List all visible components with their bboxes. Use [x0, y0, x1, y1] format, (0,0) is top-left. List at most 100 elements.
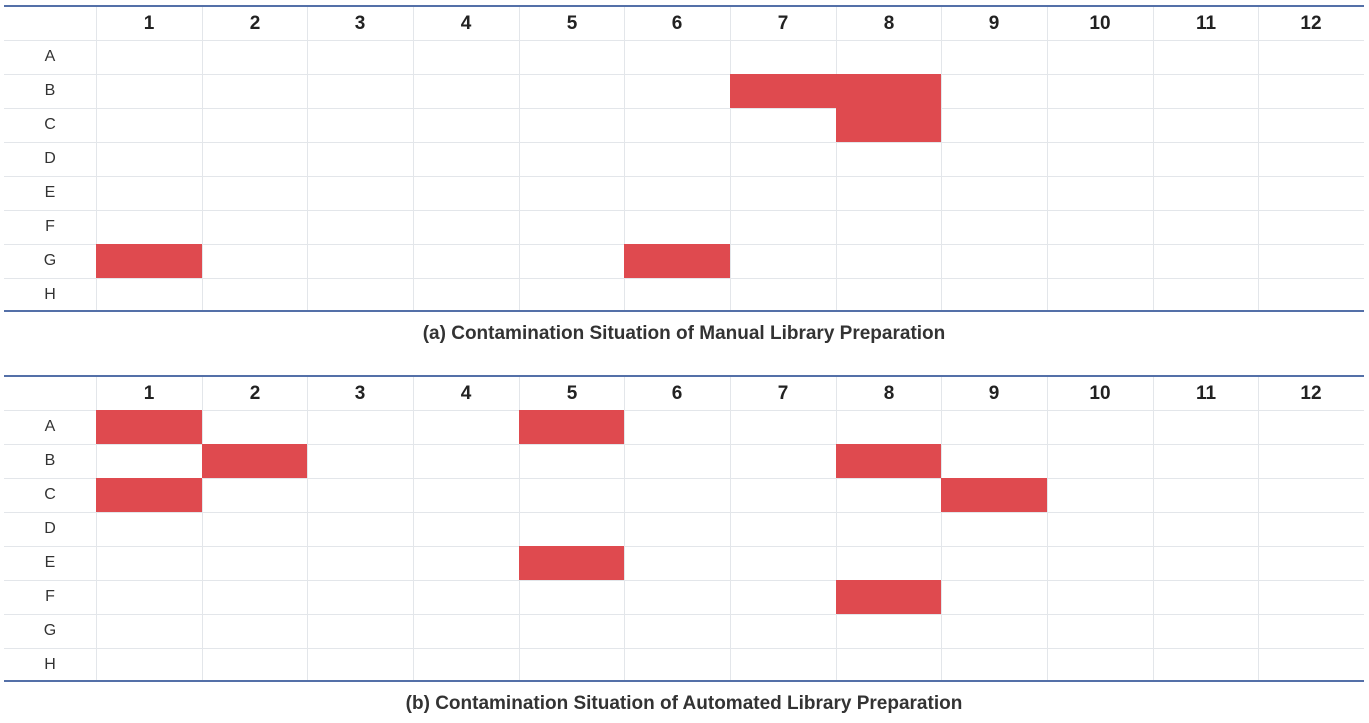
column-header: 7 — [777, 13, 789, 34]
row-header: A — [44, 418, 56, 435]
grid-vertical-line — [519, 7, 520, 310]
column-header: 5 — [566, 13, 578, 34]
column-header: 1 — [143, 13, 155, 34]
grid-vertical-line — [96, 7, 97, 310]
grid-vertical-line — [307, 377, 308, 680]
grid-vertical-line — [836, 7, 837, 310]
grid-vertical-line — [1153, 7, 1154, 310]
row-header: A — [44, 48, 56, 65]
row-header: F — [45, 218, 55, 235]
contaminated-well — [202, 444, 307, 478]
row-header: B — [44, 82, 56, 99]
row-header: D — [44, 520, 56, 537]
grid-vertical-line — [1047, 7, 1048, 310]
column-header: 8 — [883, 383, 895, 404]
grid-vertical-line — [730, 377, 731, 680]
grid-horizontal-line — [4, 512, 1364, 513]
grid-vertical-line — [1153, 377, 1154, 680]
grid-horizontal-line — [4, 74, 1364, 75]
contaminated-well — [941, 478, 1047, 512]
grid-horizontal-line — [4, 444, 1364, 445]
contaminated-well — [96, 410, 202, 444]
column-header: 10 — [1089, 383, 1111, 404]
plate-top-rule — [4, 5, 1364, 7]
grid-vertical-line — [96, 377, 97, 680]
row-header: C — [44, 486, 56, 503]
column-header: 2 — [249, 383, 261, 404]
grid-horizontal-line — [4, 478, 1364, 479]
plate-grid: 1 2 3 4 5 6 7 8 9 10 11 12 A B C D E F G H — [4, 5, 1364, 312]
column-header: 12 — [1300, 383, 1322, 404]
column-header: 8 — [883, 13, 895, 34]
grid-horizontal-line — [4, 142, 1364, 143]
grid-horizontal-line — [4, 278, 1364, 279]
grid-vertical-line — [941, 7, 942, 310]
grid-vertical-line — [730, 7, 731, 310]
grid-vertical-line — [519, 377, 520, 680]
contaminated-well — [519, 546, 624, 580]
grid-vertical-line — [202, 377, 203, 680]
grid-vertical-line — [1258, 7, 1259, 310]
row-header: F — [45, 588, 55, 605]
column-header: 9 — [988, 383, 1000, 404]
grid-vertical-line — [624, 7, 625, 310]
column-header: 3 — [354, 383, 366, 404]
contaminated-well — [836, 108, 941, 142]
grid-horizontal-line — [4, 176, 1364, 177]
column-header: 10 — [1089, 13, 1111, 34]
contaminated-well — [836, 580, 941, 614]
column-header: 6 — [671, 383, 683, 404]
row-header: G — [43, 252, 57, 269]
grid-horizontal-line — [4, 614, 1364, 615]
column-header: 12 — [1300, 13, 1322, 34]
grid-vertical-line — [307, 7, 308, 310]
grid-vertical-line — [836, 377, 837, 680]
plate-panel-manual: 1 2 3 4 5 6 7 8 9 10 11 12 A B C D E F G H (a) Contaminatio… — [4, 5, 1364, 344]
column-header: 2 — [249, 13, 261, 34]
grid-horizontal-line — [4, 648, 1364, 649]
contaminated-well — [96, 478, 202, 512]
row-header: C — [44, 116, 56, 133]
column-header: 5 — [566, 383, 578, 404]
column-header: 11 — [1195, 383, 1217, 404]
column-header: 4 — [460, 13, 472, 34]
contaminated-well — [836, 444, 941, 478]
grid-vertical-line — [1047, 377, 1048, 680]
grid-vertical-line — [413, 377, 414, 680]
grid-horizontal-line — [4, 108, 1364, 109]
contaminated-well — [624, 244, 730, 278]
column-header: 9 — [988, 13, 1000, 34]
plate-bottom-rule — [4, 310, 1364, 312]
grid-horizontal-line — [4, 546, 1364, 547]
panel-caption: (b) Contamination Situation of Automated… — [405, 693, 963, 714]
column-header: 7 — [777, 383, 789, 404]
grid-horizontal-line — [4, 40, 1364, 41]
contaminated-well — [96, 244, 202, 278]
column-header: 4 — [460, 383, 472, 404]
row-header: E — [44, 554, 56, 571]
grid-vertical-line — [1258, 377, 1259, 680]
contaminated-well — [730, 74, 836, 108]
panel-caption: (a) Contamination Situation of Manual Li… — [422, 323, 946, 344]
row-header: H — [44, 286, 56, 303]
plate-top-rule — [4, 375, 1364, 377]
row-header: B — [44, 452, 56, 469]
grid-vertical-line — [202, 7, 203, 310]
grid-horizontal-line — [4, 210, 1364, 211]
plate-bottom-rule — [4, 680, 1364, 682]
grid-horizontal-line — [4, 580, 1364, 581]
plate-panel-automated: 1 2 3 4 5 6 7 8 9 10 11 12 A B C D E F G H (b) Contaminatio… — [4, 375, 1364, 714]
column-header: 1 — [143, 383, 155, 404]
grid-vertical-line — [624, 377, 625, 680]
grid-vertical-line — [413, 7, 414, 310]
column-header: 6 — [671, 13, 683, 34]
column-header: 3 — [354, 13, 366, 34]
grid-vertical-line — [941, 377, 942, 680]
row-header: G — [43, 622, 57, 639]
contaminated-well — [836, 74, 941, 108]
contaminated-well — [519, 410, 624, 444]
row-header: D — [44, 150, 56, 167]
row-header: H — [44, 656, 56, 673]
row-header: E — [44, 184, 56, 201]
plate-grid: 1 2 3 4 5 6 7 8 9 10 11 12 A B C D E F G H — [4, 375, 1364, 682]
